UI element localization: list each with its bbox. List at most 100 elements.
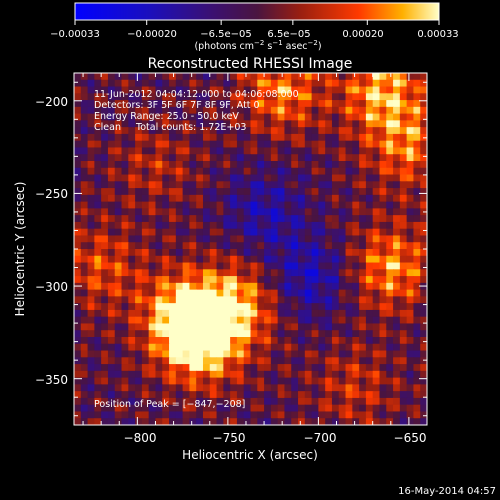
heatmap-cell — [162, 262, 170, 270]
heatmap-cell — [243, 303, 252, 311]
heatmap-cell — [331, 357, 340, 365]
heatmap-cell — [352, 384, 360, 392]
heatmap-cell — [325, 289, 333, 297]
heatmap-cell — [162, 289, 170, 297]
heatmap-cell — [182, 194, 191, 203]
heatmap-cell — [386, 242, 394, 250]
heatmap-cell — [223, 282, 231, 291]
heatmap-cell — [325, 147, 333, 155]
heatmap-cell — [359, 86, 367, 94]
heatmap-cell — [87, 106, 95, 115]
heatmap-cell — [264, 357, 272, 365]
heatmap-cell — [331, 391, 340, 399]
heatmap-cell — [162, 350, 170, 358]
heatmap-cell — [243, 127, 252, 135]
heatmap-cell — [250, 255, 258, 264]
heatmap-cell — [80, 113, 89, 121]
heatmap-cell — [107, 316, 116, 325]
heatmap-cell — [270, 93, 279, 101]
heatmap-cell — [420, 140, 427, 149]
heatmap-cell — [182, 167, 191, 176]
heatmap-cell — [257, 73, 265, 81]
heatmap-cell — [386, 303, 394, 311]
heatmap-cell — [216, 100, 224, 108]
heatmap-cell — [318, 262, 326, 270]
heatmap-cell — [338, 140, 347, 149]
heatmap-cell — [298, 147, 306, 155]
heatmap-cell — [209, 377, 218, 385]
heatmap-cell — [277, 330, 286, 338]
heatmap-cell — [345, 404, 353, 413]
heatmap-cell — [196, 221, 204, 230]
heatmap-cell — [128, 154, 136, 162]
heatmap-cell — [135, 194, 143, 203]
heatmap-cell — [270, 377, 279, 385]
heatmap-cell — [352, 167, 360, 176]
heatmap-cell — [107, 303, 116, 311]
heatmap-cell — [311, 86, 319, 94]
heatmap-cell — [291, 120, 299, 128]
heatmap-cell — [277, 93, 286, 101]
heatmap-cell — [236, 411, 245, 419]
heatmap-cell — [413, 330, 421, 338]
heatmap-cell — [331, 330, 340, 338]
heatmap-cell — [182, 201, 191, 209]
heatmap-cell — [87, 269, 95, 277]
heatmap-cell — [406, 154, 415, 162]
heatmap-cell — [270, 397, 279, 406]
heatmap-cell — [162, 323, 170, 331]
heatmap-cell — [386, 262, 394, 270]
heatmap-cell — [250, 316, 258, 325]
heatmap-cell — [87, 262, 95, 270]
heatmap-cell — [379, 384, 387, 392]
heatmap-cell — [406, 282, 415, 291]
heatmap-cell — [365, 215, 374, 223]
heatmap-cell — [128, 167, 136, 176]
heatmap-cell — [196, 276, 204, 284]
heatmap-cell — [291, 343, 299, 352]
heatmap-cell — [359, 411, 367, 419]
heatmap-cell — [135, 289, 143, 297]
heatmap-cell — [359, 364, 367, 372]
heatmap-cell — [338, 364, 347, 372]
heatmap-cell — [236, 147, 245, 155]
heatmap-cell — [189, 127, 197, 135]
heatmap-cell — [87, 100, 95, 108]
heatmap-cell — [141, 86, 150, 94]
heatmap-cell — [196, 161, 204, 169]
heatmap-cell — [298, 120, 306, 128]
heatmap-cell — [182, 242, 191, 250]
heatmap-cell — [155, 404, 163, 413]
heatmap-cell — [264, 337, 272, 345]
heatmap-cell — [284, 384, 292, 392]
heatmap-cell — [107, 350, 116, 358]
heatmap-cell — [87, 113, 95, 121]
heatmap-cell — [420, 418, 427, 425]
heatmap-cell — [365, 120, 374, 128]
heatmap-cell — [257, 296, 265, 304]
heatmap-cell — [243, 384, 252, 392]
heatmap-cell — [284, 167, 292, 176]
heatmap-cell — [406, 249, 415, 257]
heatmap-cell — [169, 282, 177, 291]
heatmap-cell — [141, 323, 150, 331]
heatmap-cell — [304, 86, 313, 94]
heatmap-cell — [331, 113, 340, 121]
heatmap-cell — [399, 418, 408, 425]
heatmap-cell — [291, 147, 299, 155]
heatmap-cell — [298, 242, 306, 250]
heatmap-cell — [94, 154, 102, 162]
heatmap-cell — [420, 316, 427, 325]
heatmap-cell — [101, 316, 109, 325]
heatmap-cell — [311, 404, 319, 413]
heatmap-cell — [393, 194, 401, 203]
heatmap-cell — [270, 370, 279, 379]
heatmap-cell — [318, 330, 326, 338]
heatmap-cell — [94, 384, 102, 392]
heatmap-cell — [155, 73, 163, 81]
heatmap-cell — [141, 127, 150, 135]
heatmap-cell — [399, 411, 408, 419]
heatmap-cell — [107, 167, 116, 176]
heatmap-cell — [399, 154, 408, 162]
heatmap-cell — [135, 391, 143, 399]
